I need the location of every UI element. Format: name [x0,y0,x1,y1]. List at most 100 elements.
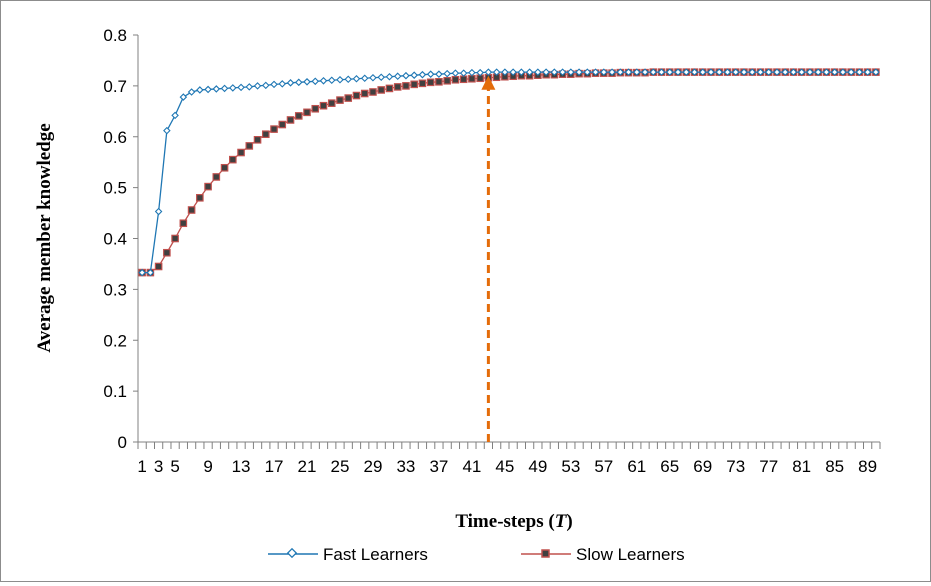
fast-learners-point [789,68,798,76]
legend-item-fast: Fast Learners [268,545,428,564]
fast-learners-point [814,68,822,76]
fast-learners-point [509,68,517,76]
x-tick-label: 13 [232,457,251,476]
fast-learners-point [715,68,724,76]
fast-learners-point [723,68,732,76]
fast-learners-point [608,68,616,76]
fast-learners-point [163,126,171,135]
fast-learners-point [591,68,600,76]
fast-learners-point [517,68,526,76]
legend-diamond-icon [286,547,298,559]
fast-learners-point [443,69,451,78]
slow-learners-point [196,194,204,202]
fast-learners-point [426,70,435,78]
x-ticks: 1 3 5 9 13 17 21 25 29 33 37 41 45 49 53 57 61 65 69 73 77 81… [137,442,881,476]
slow-learners-point [451,75,460,84]
x-tick-label: 3 [154,457,163,476]
slow-learners-point [237,148,245,157]
axes [137,35,880,443]
slow-learners-point [212,173,221,181]
slow-learners-point [187,206,196,214]
fast-learners-point [839,68,847,76]
x-tick-label: 57 [594,457,613,476]
y-tick-label: 0.7 [103,77,127,96]
fast-learners-point [352,74,361,83]
x-tick-label: 65 [660,457,679,476]
slow-learners-point [319,101,328,110]
y-tick-label: 0.5 [103,179,127,198]
fast-learners-point [278,80,287,88]
fast-learners-point [616,68,625,76]
fast-learners-point [756,68,765,76]
fast-learners-point [690,68,699,76]
x-axis-title: Time-steps (T) [455,511,572,532]
fast-learners-point [196,86,204,94]
fast-learners-point [270,80,278,89]
fast-learners-point [179,93,188,101]
slow-learners-point [171,234,179,243]
fast-learners-point [764,68,773,76]
fast-learners-point [534,68,542,76]
x-axis-title-variable: T [555,511,568,532]
fast-learners-point [468,68,476,77]
fast-learners-point [402,71,410,80]
slow-learners-point [385,84,394,93]
fast-learners-point [822,68,831,76]
x-tick-label: 77 [759,457,778,476]
slow-learners-point [261,130,270,139]
fast-learners-point [657,68,666,76]
x-tick-label: 89 [858,457,877,476]
fast-learners-point [220,84,229,93]
fast-learners-point [600,68,608,76]
fast-learners-point [492,68,501,76]
fast-learners-point [311,77,320,86]
slow-learners-point [426,78,435,87]
fast-learners-point [806,68,814,76]
fast-learners-point [674,68,682,76]
fast-learners-point [229,84,237,92]
slow-learners-series [138,68,880,277]
slow-learners-point [204,182,212,191]
fast-learners-point [748,68,756,76]
fast-learners-point [484,68,493,76]
fast-learners-point [731,68,740,76]
slow-learners-point [410,80,418,89]
legend: Fast Learners Slow Learners [268,545,685,564]
x-tick-label: 37 [429,457,448,476]
fast-learners-point [707,68,715,76]
y-tick-label: 0.4 [103,230,127,249]
slow-learners-point [459,75,468,84]
x-tick-label: 1 [137,457,146,476]
legend-label-fast: Fast Learners [323,545,428,564]
fast-learners-point [641,68,649,76]
x-tick-label: 45 [495,457,514,476]
slow-learners-point [278,120,287,129]
fast-learners-point [418,70,427,79]
fast-learners-point [253,82,262,90]
fast-learners-point [286,79,295,87]
fast-learners-point [781,68,789,76]
slow-learners-point [286,116,295,124]
convergence-arrow-icon [481,75,496,90]
y-tick-label: 0.8 [103,26,127,45]
fast-learners-point [369,73,377,82]
fast-learners-point [344,75,353,84]
fast-learners-point [797,68,806,76]
fast-learners-point [501,68,509,76]
fast-learners-point [377,73,385,82]
slow-learners-point [253,136,262,144]
x-tick-label: 53 [561,457,580,476]
y-tick-label: 0 [118,433,127,452]
slow-learners-point [179,219,188,228]
x-tick-label: 41 [462,457,481,476]
fast-learners-point [294,78,303,87]
slow-learners-point [229,155,237,164]
fast-learners-point [393,72,402,80]
fast-learners-point [154,207,163,216]
slow-learners-point [220,163,229,172]
fast-learners-point [385,72,394,81]
fast-learners-point [410,71,418,79]
fast-learners-point [830,68,839,76]
fast-learners-point [459,69,468,77]
